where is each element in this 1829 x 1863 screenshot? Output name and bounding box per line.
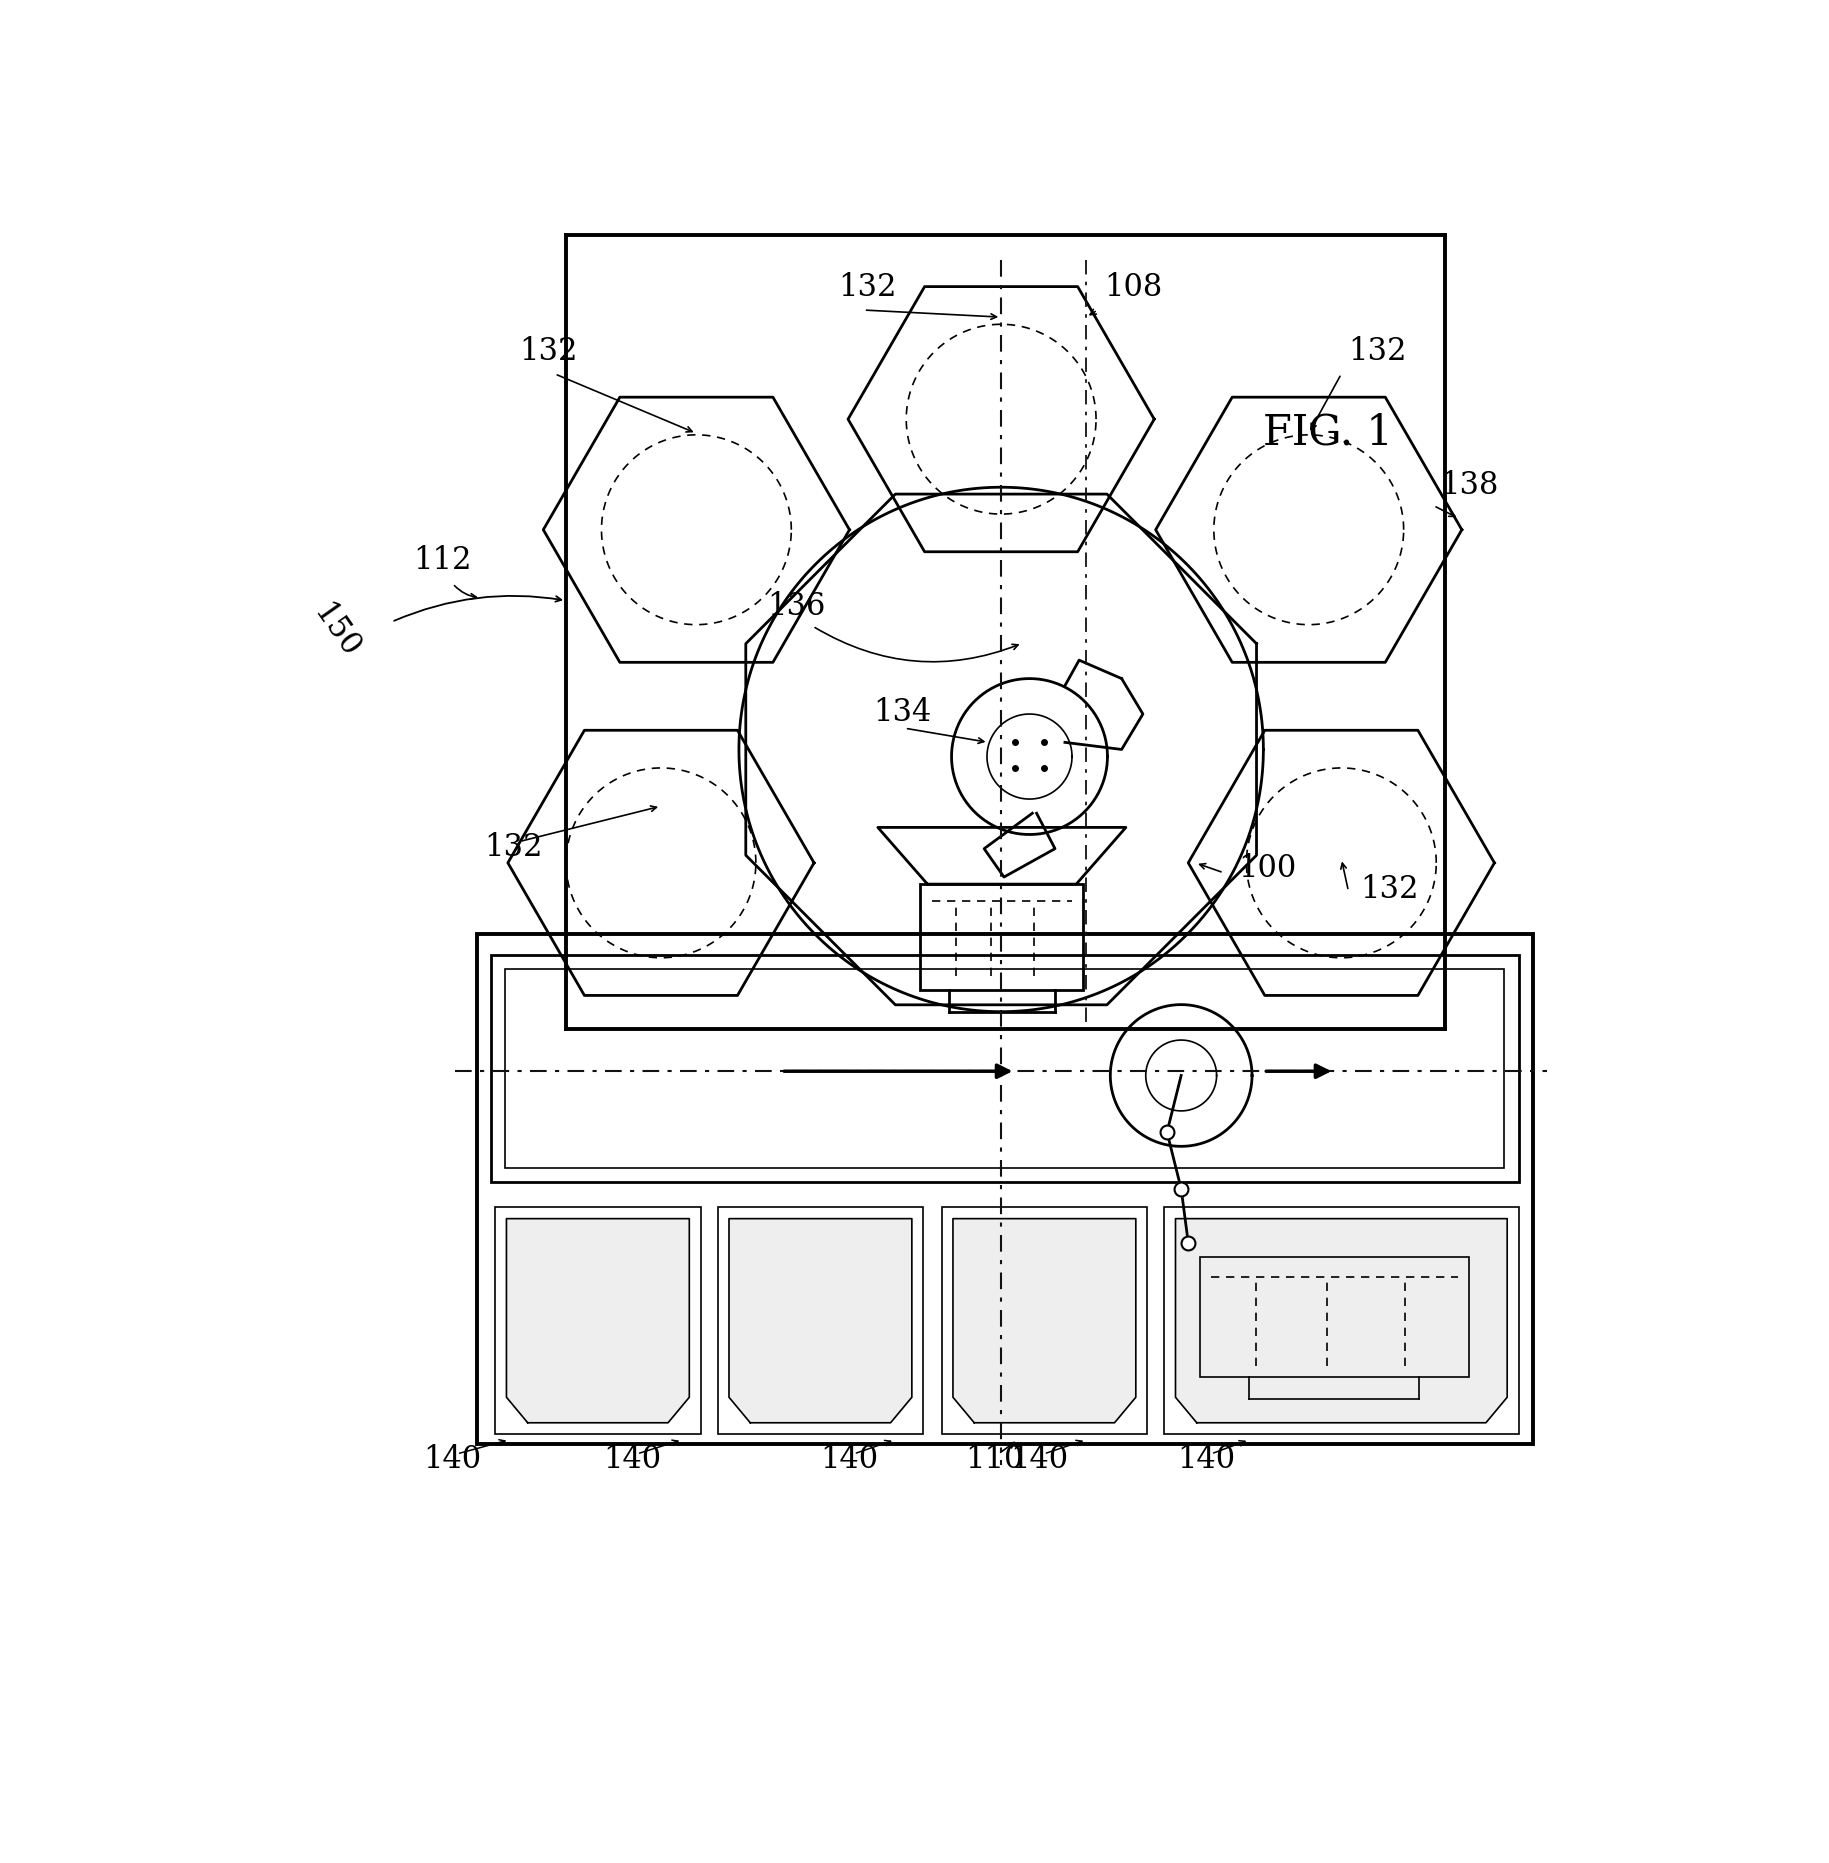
Text: 134: 134 bbox=[874, 697, 931, 728]
Text: 108: 108 bbox=[1105, 272, 1163, 304]
Text: 132: 132 bbox=[838, 272, 896, 304]
Text: 110: 110 bbox=[966, 1444, 1022, 1475]
Polygon shape bbox=[507, 1218, 690, 1423]
Text: 132: 132 bbox=[483, 831, 541, 863]
Text: 100: 100 bbox=[1238, 853, 1297, 885]
Bar bbox=[1200, 1258, 1469, 1377]
Bar bbox=[920, 885, 1083, 991]
Text: 112: 112 bbox=[413, 546, 472, 576]
Bar bbox=[505, 969, 1503, 1168]
Bar bbox=[496, 1207, 701, 1435]
Text: 132: 132 bbox=[519, 335, 578, 367]
Text: 138: 138 bbox=[1441, 469, 1500, 501]
Polygon shape bbox=[953, 1218, 1136, 1423]
Text: 132: 132 bbox=[1348, 335, 1407, 367]
Text: 140: 140 bbox=[821, 1444, 878, 1475]
Text: 150: 150 bbox=[307, 598, 366, 665]
Bar bbox=[477, 933, 1533, 1444]
Text: 140: 140 bbox=[1178, 1444, 1236, 1475]
Polygon shape bbox=[730, 1218, 913, 1423]
Bar bbox=[717, 1207, 924, 1435]
Bar bbox=[1163, 1207, 1518, 1435]
Text: 132: 132 bbox=[1359, 874, 1417, 905]
Bar bbox=[490, 956, 1518, 1181]
Text: 140: 140 bbox=[604, 1444, 662, 1475]
Text: FIG. 1: FIG. 1 bbox=[1264, 412, 1394, 455]
Bar bbox=[942, 1207, 1147, 1435]
Polygon shape bbox=[1176, 1218, 1507, 1423]
Text: 140: 140 bbox=[424, 1444, 481, 1475]
Text: 140: 140 bbox=[1010, 1444, 1068, 1475]
Text: 136: 136 bbox=[768, 591, 825, 622]
